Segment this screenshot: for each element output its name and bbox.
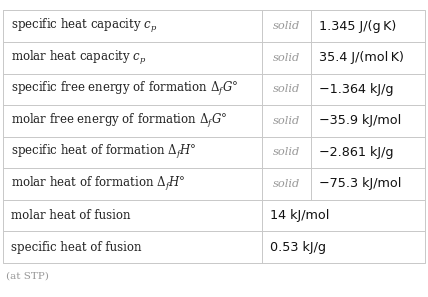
Text: solid: solid [273,179,300,189]
Text: molar free energy of formation $\Delta_f G°$: molar free energy of formation $\Delta_f… [11,112,227,130]
Text: solid: solid [273,147,300,157]
Text: specific heat of formation $\Delta_f H°$: specific heat of formation $\Delta_f H°$ [11,143,196,161]
Text: solid: solid [273,84,300,94]
Text: specific heat capacity $c_p$: specific heat capacity $c_p$ [11,17,158,35]
Text: 0.53 kJ/g: 0.53 kJ/g [270,241,326,254]
Text: 35.4 J/(mol K): 35.4 J/(mol K) [318,51,404,64]
Text: 14 kJ/mol: 14 kJ/mol [270,209,330,222]
Text: −2.861 kJ/g: −2.861 kJ/g [318,146,393,159]
Text: specific heat of fusion: specific heat of fusion [11,241,142,254]
Text: solid: solid [273,53,300,63]
Text: (at STP): (at STP) [6,272,48,281]
Text: −75.3 kJ/mol: −75.3 kJ/mol [318,177,401,190]
Text: 1.345 J/(g K): 1.345 J/(g K) [318,20,396,33]
Text: solid: solid [273,21,300,31]
Text: molar heat capacity $c_p$: molar heat capacity $c_p$ [11,49,147,67]
Text: molar heat of formation $\Delta_f H°$: molar heat of formation $\Delta_f H°$ [11,175,186,193]
Text: −35.9 kJ/mol: −35.9 kJ/mol [318,114,401,127]
Text: solid: solid [273,116,300,126]
Text: −1.364 kJ/g: −1.364 kJ/g [318,83,393,96]
Text: molar heat of fusion: molar heat of fusion [11,209,131,222]
Text: specific free energy of formation $\Delta_f G°$: specific free energy of formation $\Delt… [11,80,238,98]
